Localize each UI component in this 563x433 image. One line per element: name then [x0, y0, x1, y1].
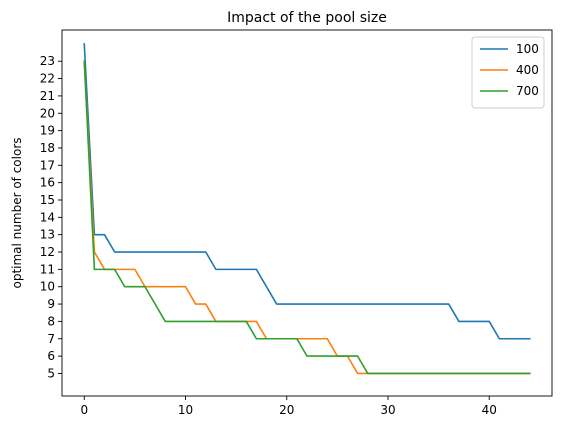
y-tick-label: 14 — [40, 210, 55, 224]
y-axis-label: optimal number of colors — [10, 137, 24, 288]
legend-label-700: 700 — [516, 84, 539, 98]
legend-label-100: 100 — [516, 42, 539, 56]
y-tick-label: 7 — [47, 332, 55, 346]
y-tick-label: 16 — [40, 176, 55, 190]
y-tick-label: 17 — [40, 158, 55, 172]
y-tick-label: 8 — [47, 314, 55, 328]
y-tick-label: 12 — [40, 245, 55, 259]
y-tick-label: 18 — [40, 141, 55, 155]
series-line-100 — [83, 43, 531, 340]
x-tick-label: 10 — [178, 403, 193, 417]
plot-frame — [61, 29, 553, 397]
axes-layer: 0 10 20 30 40 5 6 7 8 9 10 11 12 13 14 15 16 17 18 19 20 21 22… — [40, 29, 553, 417]
series-line-700 — [83, 60, 531, 375]
y-tick-label: 21 — [40, 89, 55, 103]
y-tick-label: 23 — [40, 54, 55, 68]
x-tick-label: 0 — [80, 403, 88, 417]
y-tick-label: 9 — [47, 297, 55, 311]
x-tick-label: 40 — [482, 403, 497, 417]
y-tick-label: 13 — [40, 228, 55, 242]
series-layer — [83, 43, 531, 375]
y-tick-label: 11 — [40, 262, 55, 276]
series-line-400 — [83, 60, 531, 375]
legend: 100 400 700 — [471, 36, 545, 109]
x-tick-label: 30 — [380, 403, 395, 417]
chart-title: Impact of the pool size — [227, 10, 387, 26]
y-tick-label: 10 — [40, 280, 55, 294]
y-tick-label: 19 — [40, 124, 55, 138]
y-tick-label: 6 — [47, 349, 55, 363]
y-tick-label: 20 — [40, 106, 55, 120]
legend-label-400: 400 — [516, 63, 539, 77]
y-tick-label: 22 — [40, 72, 55, 86]
y-tick-label: 15 — [40, 193, 55, 207]
x-tick-label: 20 — [279, 403, 294, 417]
y-tick-label: 5 — [47, 366, 55, 380]
